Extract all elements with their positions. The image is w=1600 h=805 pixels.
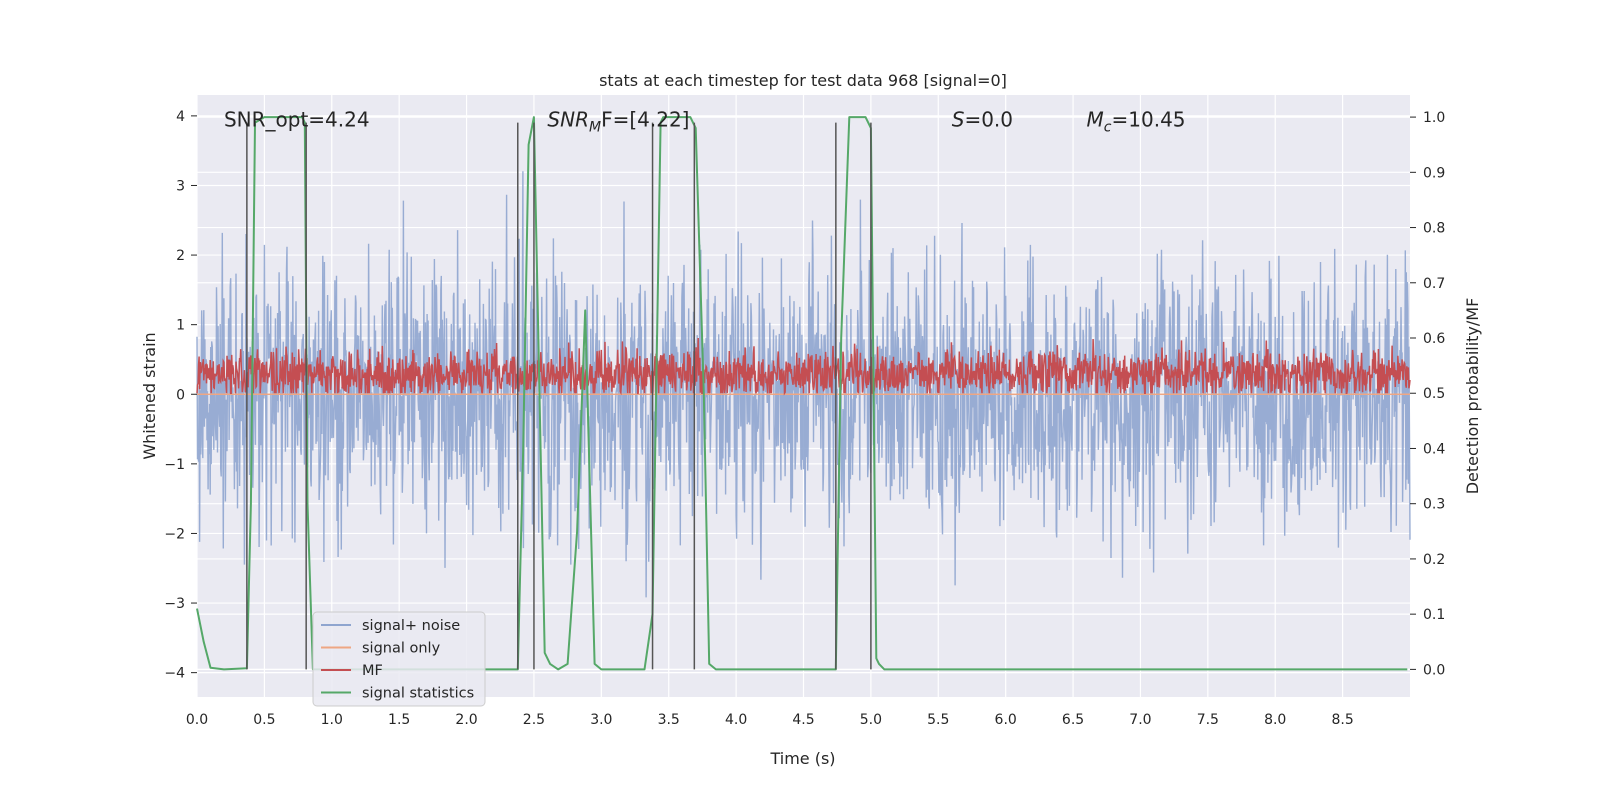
detection-markers xyxy=(246,122,872,670)
x-tick-label: 6.0 xyxy=(995,712,1017,728)
x-tick-label: 8.5 xyxy=(1331,712,1353,728)
x-tick-label: 3.5 xyxy=(658,712,680,728)
series-signal-statistics xyxy=(196,116,1408,671)
signal-statistics-line xyxy=(196,116,1408,671)
y-right-tick-label: 0.0 xyxy=(1423,662,1445,678)
x-tick-label: 0.5 xyxy=(253,712,275,728)
y-right-tick-label: 0.1 xyxy=(1423,607,1445,623)
y-right-tick-label: 0.6 xyxy=(1423,331,1445,347)
x-axis-ticks: 0.0 0.5 1.0 1.5 2.0 2.5 3.0 3.5 4.0 4.5 5.0 5.5 6.0 6… xyxy=(186,712,1354,728)
y-right-tick-label: 0.4 xyxy=(1423,441,1445,457)
y-left-tick-label: −1 xyxy=(164,457,185,473)
annotations: SNR_opt=4.24 SNRMF=[4.22] S=0.0 Mc=10.45 xyxy=(224,107,1186,135)
legend-label-2: MF xyxy=(362,663,383,679)
y-left-tick-label: 2 xyxy=(176,248,185,264)
x-tick-label: 7.0 xyxy=(1129,712,1151,728)
x-tick-label: 0.0 xyxy=(186,712,208,728)
y-right-tick-label: 0.5 xyxy=(1423,386,1445,402)
y-right-tick-label: 0.9 xyxy=(1423,165,1445,181)
y-right-tick-label: 0.7 xyxy=(1423,276,1445,292)
chart-title: stats at each timestep for test data 968… xyxy=(599,71,1007,90)
legend-box xyxy=(312,611,486,707)
y-left-tick-label: 0 xyxy=(176,387,185,403)
y-right-axis-label: Detection probability/MF xyxy=(1463,298,1482,495)
x-axis-label: Time (s) xyxy=(769,749,835,768)
annotation-1: SNRMF=[4.22] xyxy=(547,107,689,135)
y-left-tick-label: 1 xyxy=(176,318,185,334)
series-signal-noise xyxy=(196,171,1411,598)
y-left-axis-ticks: −4 −3 −2 −1 0 1 2 3 4 xyxy=(164,109,197,682)
mf-line xyxy=(196,337,1411,396)
legend-label-1: signal only xyxy=(362,641,441,657)
y-right-axis-ticks: 0.0 0.1 0.2 0.3 0.4 0.5 0.6 0.7 0.8 0.9 1.0 xyxy=(1410,110,1445,678)
x-tick-label: 4.5 xyxy=(792,712,814,728)
y-left-tick-label: 4 xyxy=(176,109,185,125)
annotation-2: S=0.0 xyxy=(952,107,1013,131)
y-right-tick-label: 1.0 xyxy=(1423,110,1445,126)
x-tick-label: 8.0 xyxy=(1264,712,1286,728)
legend: signal+ noise signal only MF signal statist… xyxy=(312,611,486,707)
series-mf xyxy=(196,337,1411,396)
x-tick-label: 7.5 xyxy=(1197,712,1219,728)
legend-label-3: signal statistics xyxy=(362,686,474,702)
x-tick-label: 2.5 xyxy=(523,712,545,728)
x-tick-label: 1.5 xyxy=(388,712,410,728)
x-tick-label: 1.0 xyxy=(321,712,343,728)
y-left-axis-label: Whitened strain xyxy=(140,332,159,459)
y-left-tick-label: −2 xyxy=(164,526,185,542)
annotation-0: SNR_opt=4.24 xyxy=(224,107,370,131)
annotation-3: Mc=10.45 xyxy=(1087,107,1186,135)
y-left-tick-label: −3 xyxy=(164,596,185,612)
x-tick-label: 6.5 xyxy=(1062,712,1084,728)
y-right-tick-label: 0.3 xyxy=(1423,497,1445,513)
x-tick-label: 5.0 xyxy=(860,712,882,728)
y-right-tick-label: 0.2 xyxy=(1423,552,1445,568)
legend-label-0: signal+ noise xyxy=(362,618,460,634)
y-left-tick-label: 3 xyxy=(176,178,185,194)
signal-noise-line xyxy=(196,171,1411,598)
x-tick-label: 4.0 xyxy=(725,712,747,728)
y-left-tick-label: −4 xyxy=(164,666,185,682)
y-right-tick-label: 0.8 xyxy=(1423,221,1445,237)
x-tick-label: 3.0 xyxy=(590,712,612,728)
x-tick-label: 2.0 xyxy=(455,712,477,728)
x-tick-label: 5.5 xyxy=(927,712,949,728)
